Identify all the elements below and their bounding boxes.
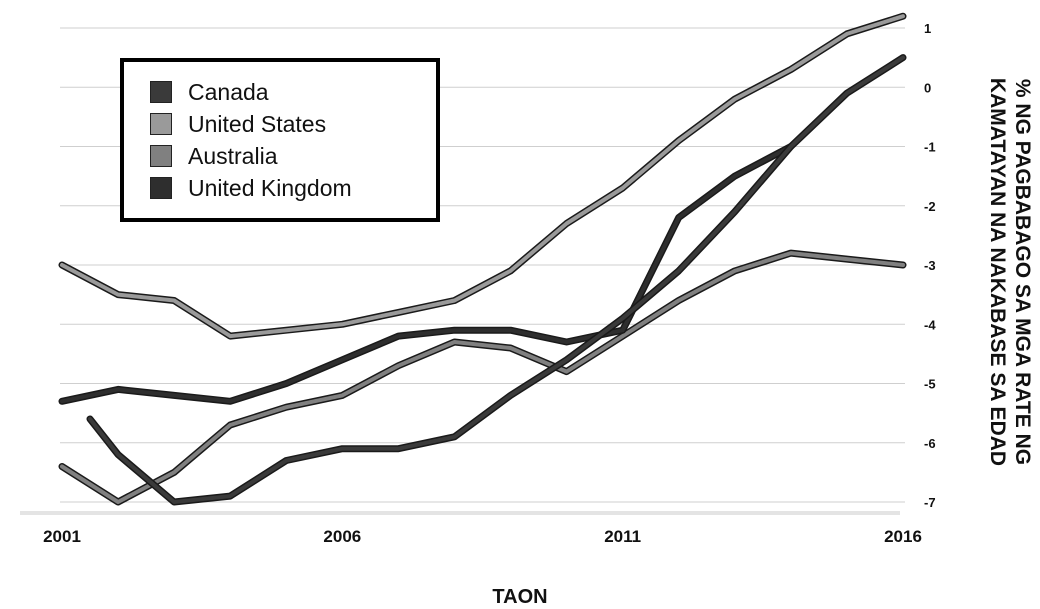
series-line-united-states (60, 14, 905, 339)
x-tick-label: 2011 (604, 527, 641, 546)
y-tick-label: -4 (924, 317, 936, 332)
series-lines (58, 12, 907, 506)
legend-label-australia: Australia (188, 142, 278, 169)
x-axis-ticks: 2001 2006 2011 2016 (43, 527, 922, 546)
series-outline-australia (58, 249, 907, 506)
legend-swatch-united-kingdom (150, 177, 172, 199)
series-line-united-kingdom (60, 144, 793, 404)
x-tick-label: 2001 (43, 527, 81, 546)
y-tick-label: -1 (924, 140, 936, 155)
legend-item-australia: Australia (150, 140, 436, 172)
x-tick-label: 2006 (323, 527, 361, 546)
series-line-canada (88, 55, 905, 504)
legend: Canada United States Australia United Ki… (120, 58, 440, 222)
x-axis-title: TAON (492, 586, 548, 608)
legend-item-canada: Canada (150, 76, 436, 108)
y-axis-ticks: 1 0 -1 -2 -3 -4 -5 -6 -7 (924, 21, 936, 510)
x-tick-label: 2016 (884, 527, 922, 546)
legend-item-united-states: United States (150, 108, 436, 140)
y-tick-label: -6 (924, 436, 936, 451)
y-tick-label: 1 (924, 21, 931, 36)
legend-label-united-states: United States (188, 110, 327, 137)
legend-label-canada: Canada (188, 78, 269, 105)
legend-item-united-kingdom: United Kingdom (150, 172, 436, 204)
y-tick-label: -5 (924, 377, 936, 392)
series-line-australia (60, 251, 905, 504)
y-tick-label: -7 (924, 495, 936, 510)
y-axis-title: % NG PAGBABAGO SA MGA RATE NG KAMATAYAN … (986, 77, 1034, 467)
legend-swatch-canada (150, 81, 172, 103)
legend-swatch-united-states (150, 113, 172, 135)
legend-swatch-australia (150, 145, 172, 167)
legend-label-united-kingdom: United Kingdom (188, 174, 352, 201)
y-tick-label: -2 (924, 199, 936, 214)
y-tick-label: -3 (924, 258, 936, 273)
y-tick-label: 0 (924, 80, 931, 95)
